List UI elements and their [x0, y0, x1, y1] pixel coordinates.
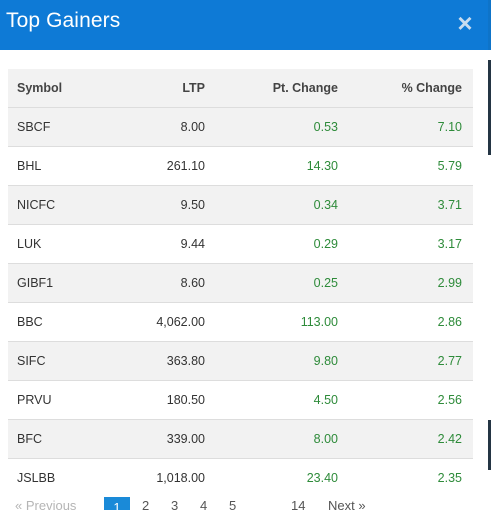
table-row[interactable]: BFC 339.00 8.00 2.42	[8, 419, 473, 458]
gainers-table: Symbol LTP Pt. Change % Change SBCF 8.00 0…	[8, 69, 473, 497]
column-header-symbol[interactable]: Symbol	[17, 80, 63, 95]
pagination-next[interactable]: Next »	[328, 498, 366, 510]
table-row[interactable]: JSLBB 1,018.00 23.40 2.35	[8, 458, 473, 497]
symbol-cell: BHL	[17, 158, 42, 173]
ltp-cell: 180.50	[166, 392, 205, 407]
pt-change-cell: 23.40	[306, 470, 338, 485]
ltp-cell: 9.44	[180, 236, 205, 251]
symbol-cell: PRVU	[17, 392, 52, 407]
column-header-pt-change[interactable]: Pt. Change	[272, 80, 338, 95]
background-edge	[488, 0, 491, 510]
pagination-page-4[interactable]: 4	[200, 498, 208, 510]
pt-change-cell: 0.25	[313, 275, 338, 290]
symbol-cell: BBC	[17, 314, 43, 329]
pt-change-cell: 0.29	[313, 236, 338, 251]
modal-title: Top Gainers	[6, 9, 121, 32]
ltp-cell: 4,062.00	[156, 314, 205, 329]
table-row[interactable]: BBC 4,062.00 113.00 2.86	[8, 302, 473, 341]
table-row[interactable]: BHL 261.10 14.30 5.79	[8, 146, 473, 185]
table-row[interactable]: PRVU 180.50 4.50 2.56	[8, 380, 473, 419]
ltp-cell: 9.50	[180, 197, 205, 212]
pt-change-cell: 0.34	[313, 197, 338, 212]
pt-change-cell: 14.30	[306, 158, 338, 173]
table-row[interactable]: GIBF1 8.60 0.25 2.99	[8, 263, 473, 302]
pct-change-cell: 3.71	[437, 197, 462, 212]
ltp-cell: 261.10	[166, 158, 205, 173]
pt-change-cell: 9.80	[313, 353, 338, 368]
pagination-page-3[interactable]: 3	[171, 498, 179, 510]
symbol-cell: SIFC	[17, 353, 46, 368]
pct-change-cell: 2.56	[437, 392, 462, 407]
table-row[interactable]: SIFC 363.80 9.80 2.77	[8, 341, 473, 380]
ltp-cell: 339.00	[166, 431, 205, 446]
pct-change-cell: 2.99	[437, 275, 462, 290]
table-header-row: Symbol LTP Pt. Change % Change	[8, 69, 473, 107]
table-row[interactable]: NICFC 9.50 0.34 3.71	[8, 185, 473, 224]
pt-change-cell: 4.50	[313, 392, 338, 407]
pagination-previous[interactable]: « Previous	[15, 498, 77, 510]
pagination-page-14[interactable]: 14	[291, 498, 306, 510]
ltp-cell: 363.80	[166, 353, 205, 368]
column-header-pct-change[interactable]: % Change	[401, 80, 462, 95]
ltp-cell: 8.00	[180, 119, 205, 134]
symbol-cell: LUK	[17, 236, 42, 251]
pct-change-cell: 3.17	[437, 236, 462, 251]
pagination-page-5[interactable]: 5	[229, 498, 237, 510]
symbol-cell: JSLBB	[17, 470, 56, 485]
pct-change-cell: 2.42	[437, 431, 462, 446]
table-row[interactable]: LUK 9.44 0.29 3.17	[8, 224, 473, 263]
symbol-cell: NICFC	[17, 197, 56, 212]
pagination-page-1[interactable]: 1	[104, 497, 130, 510]
pct-change-cell: 2.86	[437, 314, 462, 329]
ltp-cell: 1,018.00	[156, 470, 205, 485]
symbol-cell: SBCF	[17, 119, 51, 134]
pagination-page-2[interactable]: 2	[142, 498, 150, 510]
close-icon[interactable]: ×	[457, 8, 473, 38]
pt-change-cell: 0.53	[313, 119, 338, 134]
ltp-cell: 8.60	[180, 275, 205, 290]
pct-change-cell: 7.10	[437, 119, 462, 134]
pct-change-cell: 5.79	[437, 158, 462, 173]
modal-header: Top Gainers ×	[0, 0, 488, 50]
pt-change-cell: 8.00	[313, 431, 338, 446]
pct-change-cell: 2.35	[437, 470, 462, 485]
table-row[interactable]: SBCF 8.00 0.53 7.10	[8, 107, 473, 146]
column-header-ltp[interactable]: LTP	[182, 80, 205, 95]
symbol-cell: BFC	[17, 431, 42, 446]
symbol-cell: GIBF1	[17, 275, 54, 290]
pct-change-cell: 2.77	[437, 353, 462, 368]
pt-change-cell: 113.00	[300, 314, 338, 329]
